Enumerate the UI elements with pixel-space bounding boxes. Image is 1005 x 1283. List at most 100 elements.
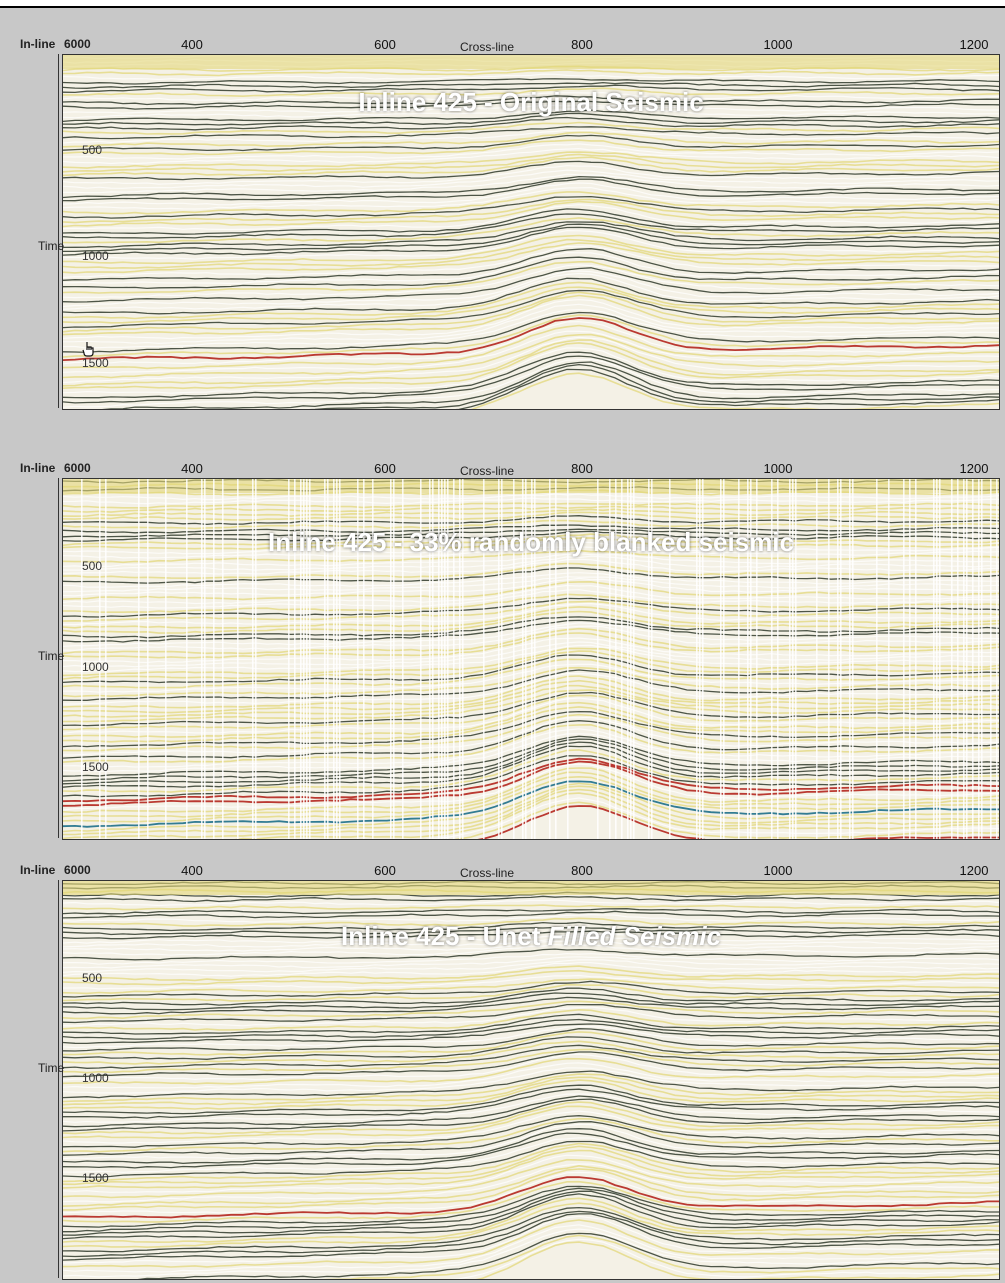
seismic-reflector <box>63 131 999 148</box>
seismic-reflector <box>63 1193 999 1240</box>
seismic-reflector <box>63 91 999 102</box>
seismic-reflector <box>63 1051 999 1078</box>
seismic-image: Inline 425 - Unet Filled Seismic <box>62 880 1000 1280</box>
seismic-reflector <box>63 303 999 345</box>
blanked-trace <box>327 479 329 839</box>
blanked-trace <box>204 479 206 839</box>
seismic-reflector <box>63 930 999 940</box>
seismic-reflector <box>63 267 999 303</box>
seismic-panel-original: In-line 6000 400 600 Cross-line 800 1000… <box>0 8 1005 412</box>
blanked-trace <box>723 479 725 839</box>
crossline-axis-label: Cross-line <box>460 866 515 880</box>
seismic-reflector <box>63 1117 999 1153</box>
seismic-reflector <box>63 1121 999 1156</box>
seismic-reflector <box>63 107 999 119</box>
xtick-1200: 1200 <box>959 461 989 476</box>
seismic-reflector <box>63 109 999 123</box>
blanked-trace <box>147 479 149 839</box>
seismic-reflector <box>63 974 999 990</box>
xtick-400: 400 <box>181 461 203 476</box>
seismic-reflector <box>63 1062 999 1089</box>
blanked-trace <box>165 479 167 839</box>
time-axis-label: Time <box>38 239 65 253</box>
blanked-trace <box>597 479 599 839</box>
xtick-1000: 1000 <box>763 863 793 878</box>
seismic-reflector <box>63 311 999 354</box>
seismic-reflector <box>63 1079 999 1110</box>
seismic-reflector <box>63 260 999 294</box>
seismic-reflector <box>63 992 999 1011</box>
seismic-reflector <box>63 87 999 98</box>
seismic-reflector <box>63 1000 999 1020</box>
seismic-reflector <box>63 245 999 279</box>
xtick-1000: 1000 <box>763 37 793 52</box>
blanked-trace <box>933 479 935 839</box>
seismic-reflector <box>63 978 999 995</box>
seismic-section <box>63 55 999 409</box>
seismic-reflector <box>63 1026 999 1049</box>
seismic-reflector <box>63 314 999 358</box>
blanked-trace <box>363 479 365 839</box>
seismic-reflector <box>63 291 999 333</box>
seismic-reflector <box>63 1168 999 1211</box>
blanked-trace <box>186 479 188 839</box>
xtick-600: 600 <box>374 863 396 878</box>
seismic-reflector <box>63 1128 999 1165</box>
blanked-trace <box>453 479 455 839</box>
blanked-trace <box>501 479 503 839</box>
seismic-reflector <box>63 78 999 85</box>
seismic-reflector <box>63 69 999 77</box>
blanked-trace <box>555 479 557 839</box>
blanked-trace <box>303 479 305 839</box>
seismic-reflector <box>63 281 999 320</box>
inline-corner-value: 6000 <box>64 461 91 475</box>
seismic-reflector <box>63 286 999 324</box>
seismic-reflector <box>63 1197 999 1244</box>
blanked-trace <box>771 479 773 839</box>
seismic-reflector <box>63 1158 999 1199</box>
seismic-reflector <box>63 229 999 260</box>
seismic-reflector <box>63 223 999 253</box>
seismic-reflector <box>63 221 999 249</box>
seismic-reflector <box>63 943 999 956</box>
blanked-trace <box>876 479 878 839</box>
seismic-reflector <box>63 1176 999 1219</box>
seismic-reflector <box>63 1171 999 1214</box>
seismic-reflector <box>63 910 999 919</box>
seismic-reflector <box>63 1101 999 1135</box>
seismic-reflector <box>63 1093 999 1123</box>
ytick-1500: 1500 <box>82 760 109 774</box>
seismic-reflector <box>63 1110 999 1144</box>
seismic-reflector <box>63 1088 999 1119</box>
blanked-trace <box>696 479 698 839</box>
seismic-reflector <box>63 1142 999 1183</box>
blanked-trace <box>513 479 515 839</box>
seismic-reflector <box>63 95 999 106</box>
seismic-reflector <box>63 134 999 152</box>
xtick-600: 600 <box>374 461 396 476</box>
seismic-reflector <box>475 1241 999 1279</box>
seismic-reflector <box>63 1031 999 1056</box>
xtick-1000: 1000 <box>763 461 793 476</box>
seismic-reflector <box>63 121 999 135</box>
seismic-reflector <box>63 899 999 907</box>
seismic-reflector <box>63 1213 999 1261</box>
blanked-trace <box>789 479 791 839</box>
ytick-500: 500 <box>82 559 103 573</box>
seismic-reflector <box>137 1232 999 1279</box>
seismic-reflector <box>63 952 999 965</box>
seismic-reflector <box>63 1095 999 1128</box>
blanked-trace <box>237 479 239 839</box>
blanked-trace <box>336 479 338 839</box>
blanked-trace <box>903 479 905 839</box>
seismic-reflector <box>63 935 999 948</box>
seismic-reflector <box>470 372 999 409</box>
seismic-reflector <box>63 1228 999 1278</box>
blanked-trace <box>777 479 779 839</box>
blanked-trace <box>609 479 611 839</box>
seismic-reflector <box>63 289 999 329</box>
blanked-trace <box>390 479 392 839</box>
blanked-trace <box>957 479 959 839</box>
seismic-reflector <box>63 939 999 952</box>
